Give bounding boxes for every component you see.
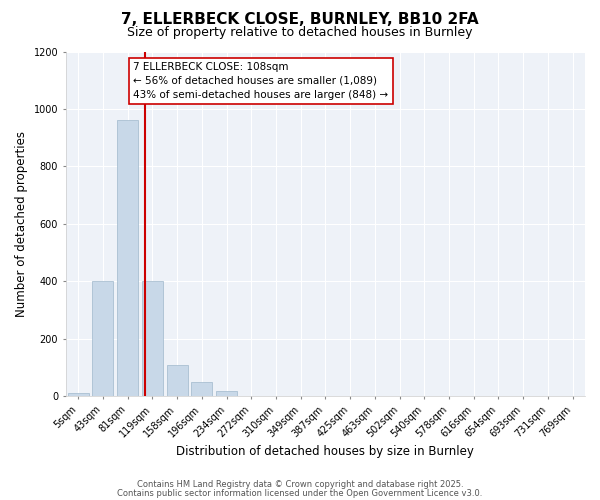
Bar (117, 120, 138, 396)
Bar (68, 394, 89, 396)
Bar (167, 364, 188, 396)
Text: Contains public sector information licensed under the Open Government Licence v3: Contains public sector information licen… (118, 488, 482, 498)
Text: 7 ELLERBECK CLOSE: 108sqm
← 56% of detached houses are smaller (1,089)
43% of se: 7 ELLERBECK CLOSE: 108sqm ← 56% of detac… (133, 62, 388, 100)
Bar (92, 282, 113, 397)
X-axis label: Distribution of detached houses by size in Burnley: Distribution of detached houses by size … (176, 444, 475, 458)
Bar (191, 382, 212, 396)
Bar (216, 390, 237, 396)
Text: Size of property relative to detached houses in Burnley: Size of property relative to detached ho… (127, 26, 473, 39)
Y-axis label: Number of detached properties: Number of detached properties (15, 131, 28, 317)
Bar (142, 282, 163, 397)
Text: Contains HM Land Registry data © Crown copyright and database right 2025.: Contains HM Land Registry data © Crown c… (137, 480, 463, 489)
Text: 7, ELLERBECK CLOSE, BURNLEY, BB10 2FA: 7, ELLERBECK CLOSE, BURNLEY, BB10 2FA (121, 12, 479, 28)
